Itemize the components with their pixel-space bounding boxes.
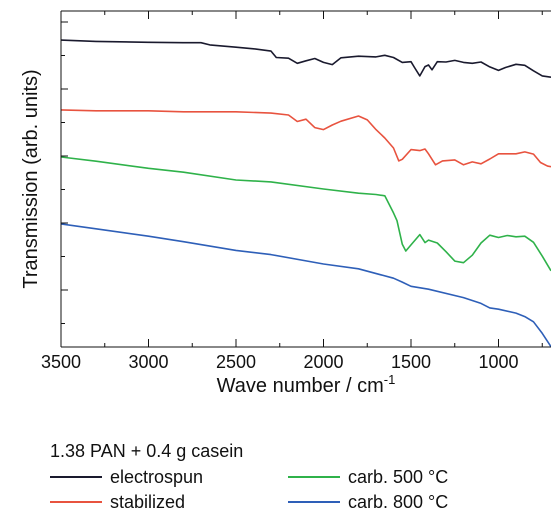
axes: 3500 3000 2500 2000 1500 1000	[41, 11, 543, 372]
series-lines	[61, 39, 551, 347]
y-axis-label: Transmission (arb. units)	[20, 69, 42, 288]
legend-item-stabilized: stabilized	[50, 490, 185, 514]
legend-title: 1.38 PAN + 0.4 g casein	[50, 441, 244, 461]
series-line-stabilized	[61, 109, 551, 168]
legend-swatch-carb-800	[288, 501, 340, 503]
legend-swatch-carb-500	[288, 476, 340, 478]
x-tick-label: 3000	[128, 352, 168, 372]
x-axis-label-superscript: -1	[384, 372, 396, 387]
x-axis-label-main: Wave number / cm	[217, 375, 384, 397]
series-line-carb-800-c	[61, 223, 551, 347]
legend-swatch-electrospun	[50, 476, 102, 478]
x-tick-label: 2000	[303, 352, 343, 372]
legend-item-electrospun: electrospun	[50, 465, 203, 489]
legend: 1.38 PAN + 0.4 g casein electrospun stab…	[42, 440, 551, 519]
x-tick-label: 1500	[391, 352, 431, 372]
x-tick-label: 1000	[478, 352, 518, 372]
legend-label-carb-500: carb. 500 °C	[348, 467, 449, 487]
x-tick-label: 3500	[41, 352, 81, 372]
x-axis-label: Wave number / cm-1	[217, 372, 396, 397]
legend-label-carb-800: carb. 800 °C	[348, 492, 449, 512]
legend-swatch-stabilized	[50, 501, 102, 503]
plot-frame	[60, 10, 551, 348]
legend-item-carb-500: carb. 500 °C	[288, 465, 448, 489]
series-line-carb-500-c	[61, 156, 551, 272]
x-tick-label: 2500	[216, 352, 256, 372]
legend-label-stabilized: stabilized	[110, 492, 186, 512]
legend-label-electrospun: electrospun	[110, 467, 204, 487]
series-line-electrospun	[61, 39, 551, 78]
legend-item-carb-800: carb. 800 °C	[288, 490, 448, 514]
